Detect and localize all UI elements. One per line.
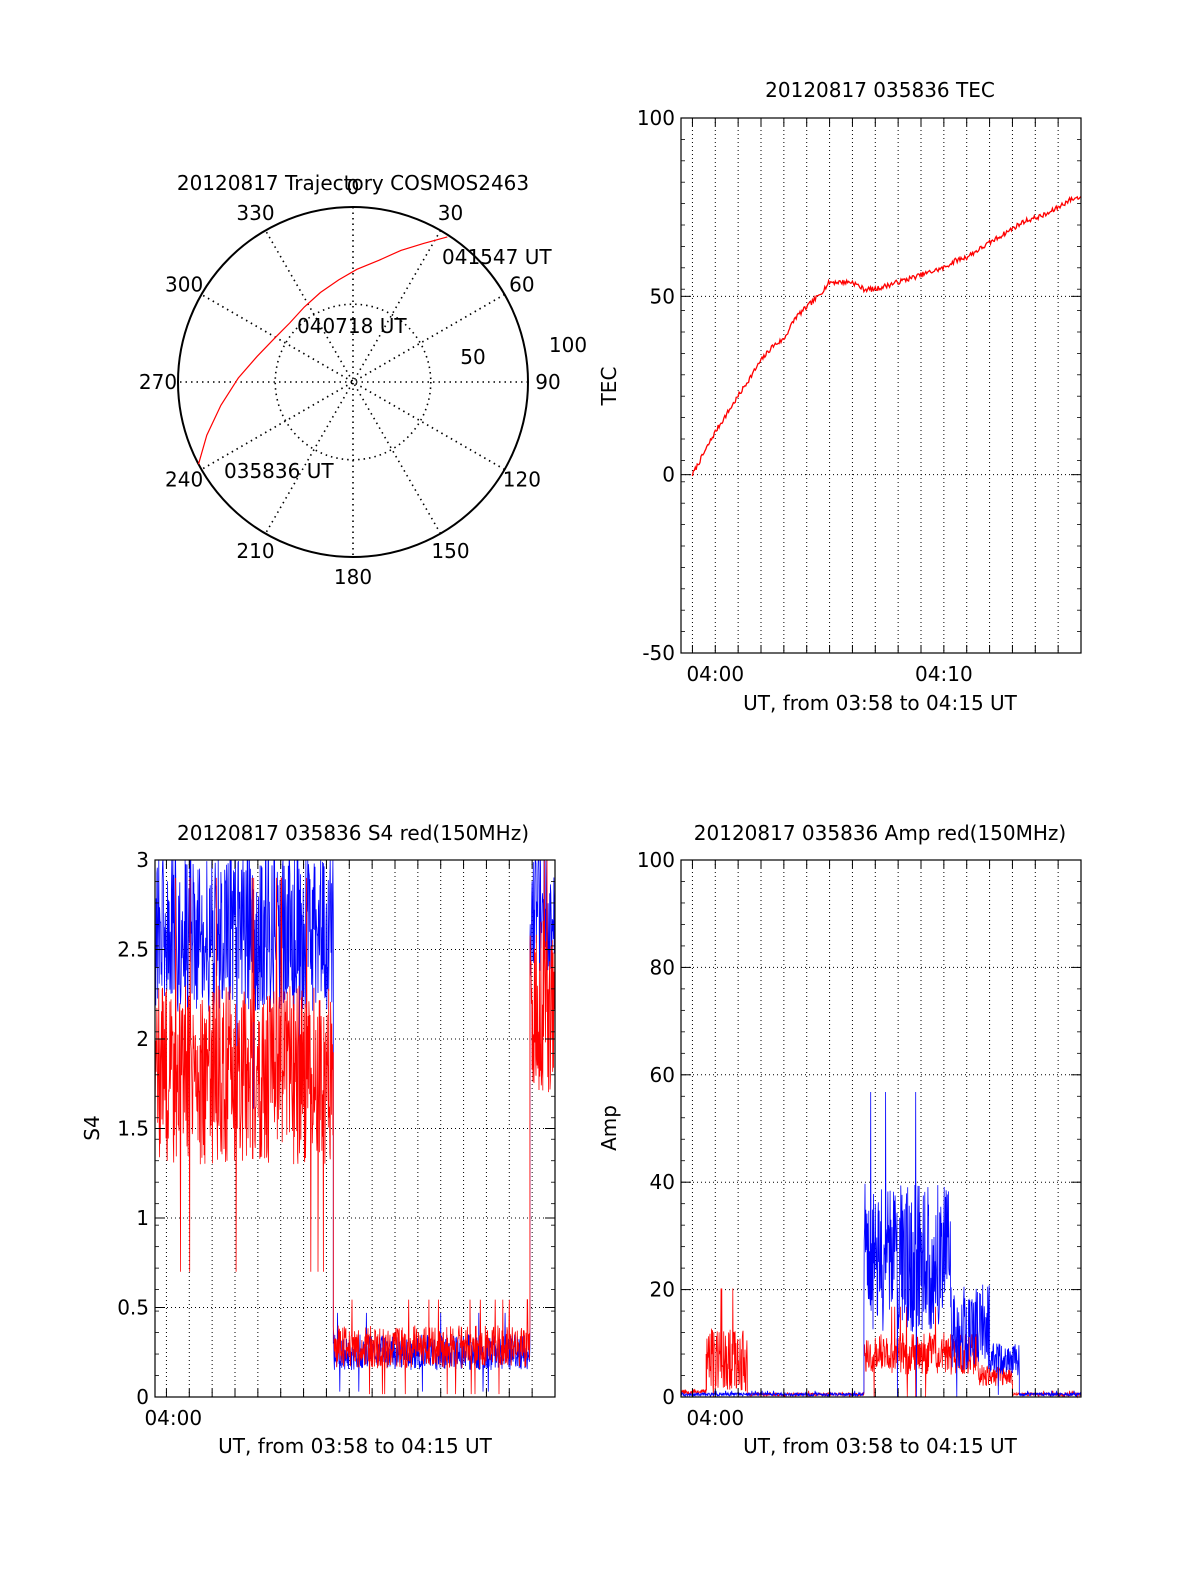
amp-grid bbox=[681, 860, 1082, 1397]
y-tick-label: 20 bbox=[650, 1278, 675, 1302]
x-tick-label: 04:00 bbox=[144, 1406, 202, 1430]
polar-spoke bbox=[201, 293, 505, 471]
polar-azimuth-label: 60 bbox=[509, 273, 534, 297]
y-tick-label: 100 bbox=[637, 848, 675, 872]
polar-radial-label-50: 50 bbox=[460, 345, 485, 369]
y-tick-label: 40 bbox=[650, 1170, 675, 1194]
amp-panel: 20120817 035836 Amp red(150MHz) 0 20 40 60 8… bbox=[597, 821, 1082, 1458]
y-tick-label: 2.5 bbox=[117, 938, 149, 962]
y-tick-label: 1.5 bbox=[117, 1117, 149, 1141]
y-tick-label: 0 bbox=[136, 1385, 149, 1409]
polar-track-red bbox=[197, 236, 448, 465]
s4-ticks: 0 0.5 1 1.5 2 2.5 3 04:00 bbox=[117, 848, 556, 1430]
amp-xlabel: UT, from 03:58 to 04:15 UT bbox=[743, 1434, 1018, 1458]
x-tick-label: 04:10 bbox=[915, 662, 973, 686]
polar-radial-label-100: 100 bbox=[549, 333, 587, 357]
y-tick-label: 0 bbox=[662, 1385, 675, 1409]
tec-series-red bbox=[691, 195, 1082, 477]
amp-ylabel: Amp bbox=[597, 1105, 621, 1151]
y-tick-label: 1 bbox=[136, 1206, 149, 1230]
polar-spoke bbox=[264, 230, 442, 534]
y-tick-label: 0 bbox=[662, 463, 675, 487]
s4-panel: 20120817 035836 S4 red(150MHz) 0 0.5 1 1.5 2… bbox=[80, 821, 556, 1458]
x-tick-label: 04:00 bbox=[686, 662, 744, 686]
amp-ticks: 0 20 40 60 80 100 04:00 bbox=[637, 848, 1082, 1430]
polar-annotation-start: 035836 UT bbox=[224, 459, 334, 483]
polar-azimuth-labels: 0 30 60 90 120 150 180 210 240 270 300 330 bbox=[139, 175, 561, 589]
polar-spoke bbox=[264, 230, 442, 534]
s4-series-red bbox=[154, 859, 556, 1395]
polar-azimuth-label: 30 bbox=[438, 201, 463, 225]
polar-spoke bbox=[201, 293, 505, 471]
amp-series-red bbox=[680, 1288, 1082, 1399]
tec-series bbox=[691, 195, 1082, 477]
amp-title: 20120817 035836 Amp red(150MHz) bbox=[694, 821, 1066, 845]
polar-annotation-mid: 040718 UT bbox=[297, 314, 407, 338]
polar-azimuth-label: 210 bbox=[236, 539, 274, 563]
tec-grid bbox=[681, 118, 1082, 653]
polar-azimuth-label: 90 bbox=[535, 370, 560, 394]
amp-frame bbox=[680, 859, 1082, 1398]
s4-ylabel: S4 bbox=[80, 1115, 104, 1140]
polar-azimuth-label: 0 bbox=[347, 175, 360, 199]
polar-azimuth-label: 330 bbox=[236, 201, 274, 225]
s4-series bbox=[154, 859, 556, 1395]
tec-ylabel: TEC bbox=[597, 367, 621, 407]
amp-series-blue bbox=[680, 1091, 1082, 1398]
s4-xlabel: UT, from 03:58 to 04:15 UT bbox=[218, 1434, 493, 1458]
polar-azimuth-label: 180 bbox=[334, 565, 372, 589]
tec-ticks: -50 0 50 100 04:00 04:10 bbox=[637, 106, 1082, 686]
y-tick-label: 0.5 bbox=[117, 1296, 149, 1320]
tec-frame bbox=[680, 117, 1082, 654]
y-tick-label: 80 bbox=[650, 955, 675, 979]
polar-azimuth-label: 300 bbox=[165, 273, 203, 297]
amp-series bbox=[680, 1091, 1082, 1399]
polar-title: 20120817 Trajectory COSMOS2463 bbox=[177, 171, 529, 195]
y-tick-label: 60 bbox=[650, 1063, 675, 1087]
polar-azimuth-label: 120 bbox=[503, 468, 541, 492]
y-tick-label: -50 bbox=[642, 641, 675, 665]
polar-elevation-ring bbox=[274, 303, 432, 461]
polar-azimuth-label: 240 bbox=[165, 468, 203, 492]
y-tick-label: 2 bbox=[136, 1027, 149, 1051]
tec-title: 20120817 035836 TEC bbox=[765, 78, 995, 102]
tec-xlabel: UT, from 03:58 to 04:15 UT bbox=[743, 691, 1018, 715]
polar-azimuth-label: 270 bbox=[139, 370, 177, 394]
s4-title: 20120817 035836 S4 red(150MHz) bbox=[177, 821, 529, 845]
x-tick-label: 04:00 bbox=[686, 1406, 744, 1430]
y-tick-label: 100 bbox=[637, 106, 675, 130]
polar-horizon-circle bbox=[177, 206, 529, 558]
y-tick-label: 50 bbox=[650, 284, 675, 308]
y-tick-label: 3 bbox=[136, 848, 149, 872]
polar-azimuth-label: 150 bbox=[431, 539, 469, 563]
polar-trajectory-panel: 20120817 Trajectory COSMOS2463 0 30 60 90 12… bbox=[139, 171, 587, 589]
polar-annotation-end: 041547 UT bbox=[442, 245, 552, 269]
